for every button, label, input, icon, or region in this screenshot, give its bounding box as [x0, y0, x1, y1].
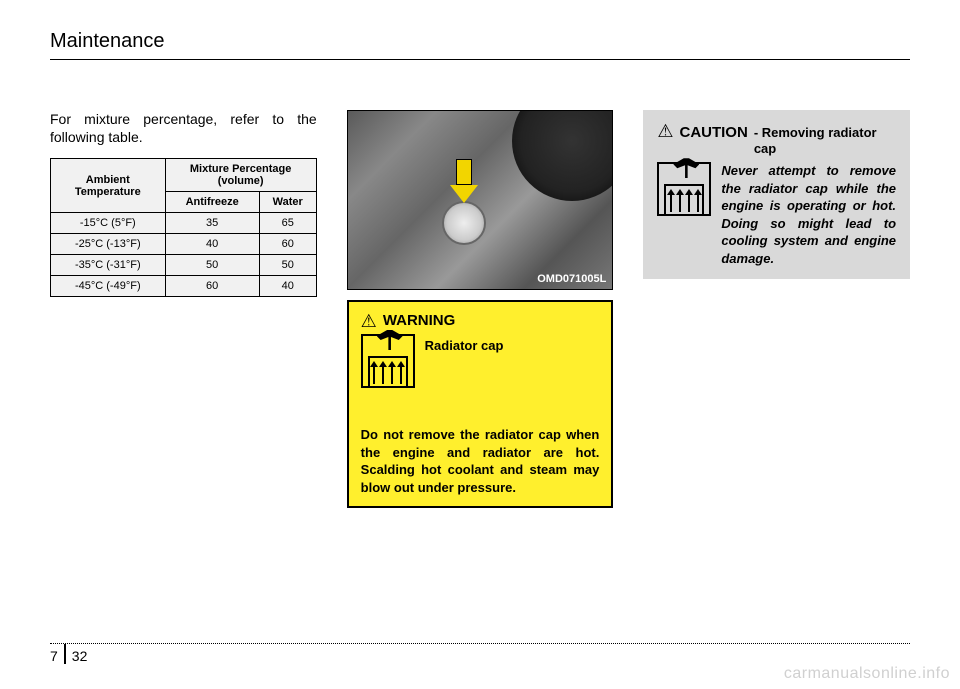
watermark: carmanualsonline.info: [784, 665, 950, 683]
column-right: ⚠ CAUTION - Removing radiator cap Never …: [643, 110, 910, 508]
page-number: 32: [72, 648, 88, 664]
caution-body: Never attempt to remove the radiator cap…: [721, 162, 896, 267]
th-mixture: Mixture Percentage (volume): [165, 159, 316, 192]
table-row: -25°C (-13°F) 40 60: [51, 234, 317, 255]
th-antifreeze: Antifreeze: [165, 192, 259, 213]
page-footer: 7 32: [50, 643, 910, 664]
warning-subtitle: Radiator cap: [425, 334, 504, 353]
cell-water: 60: [259, 234, 316, 255]
page-numbers: 7 32: [50, 648, 910, 664]
warning-body: Do not remove the radiator cap when the …: [361, 426, 600, 496]
cell-anti: 40: [165, 234, 259, 255]
warning-header: ⚠ WARNING: [361, 312, 600, 330]
column-left: For mixture percentage, refer to the fol…: [50, 110, 317, 508]
caution-header: ⚠ CAUTION - Removing radiator cap: [657, 122, 896, 156]
cell-temp: -25°C (-13°F): [51, 234, 166, 255]
engine-photo: OMD071005L: [347, 110, 614, 290]
page-header: Maintenance: [50, 30, 910, 60]
divider: [64, 644, 66, 664]
arrow-down-icon: [450, 159, 478, 203]
table-row: -45°C (-49°F) 60 40: [51, 276, 317, 297]
caution-label: CAUTION: [679, 124, 747, 141]
caution-subtitle: - Removing radiator cap: [754, 125, 896, 156]
warning-box: ⚠ WARNING Radiator cap Do not remove the…: [347, 300, 614, 508]
radiator-cap-icon: [442, 201, 486, 245]
radiator-hot-icon: [361, 334, 415, 388]
caution-triangle-icon: ⚠: [657, 122, 673, 140]
mixture-table: Ambient Temperature Mixture Percentage (…: [50, 158, 317, 297]
cell-water: 50: [259, 255, 316, 276]
caution-box: ⚠ CAUTION - Removing radiator cap Never …: [643, 110, 910, 279]
section-number: 7: [50, 648, 58, 664]
cell-anti: 60: [165, 276, 259, 297]
th-ambient: Ambient Temperature: [51, 159, 166, 213]
table-row: -15°C (5°F) 35 65: [51, 213, 317, 234]
warning-label: WARNING: [383, 312, 456, 329]
cell-temp: -45°C (-49°F): [51, 276, 166, 297]
footer-rule: [50, 643, 910, 644]
intro-text: For mixture percentage, refer to the fol…: [50, 110, 317, 146]
header-rule: [50, 59, 910, 60]
column-center: OMD071005L ⚠ WARNING Radiator cap Do not…: [347, 110, 614, 508]
cell-water: 40: [259, 276, 316, 297]
photo-code: OMD071005L: [537, 273, 606, 285]
cell-anti: 35: [165, 213, 259, 234]
cell-water: 65: [259, 213, 316, 234]
cell-temp: -15°C (5°F): [51, 213, 166, 234]
content-columns: For mixture percentage, refer to the fol…: [50, 110, 910, 508]
warning-triangle-icon: ⚠: [361, 312, 377, 330]
table-row: -35°C (-31°F) 50 50: [51, 255, 317, 276]
th-water: Water: [259, 192, 316, 213]
cell-anti: 50: [165, 255, 259, 276]
radiator-hot-icon: [657, 162, 711, 216]
section-title: Maintenance: [50, 30, 910, 59]
cell-temp: -35°C (-31°F): [51, 255, 166, 276]
